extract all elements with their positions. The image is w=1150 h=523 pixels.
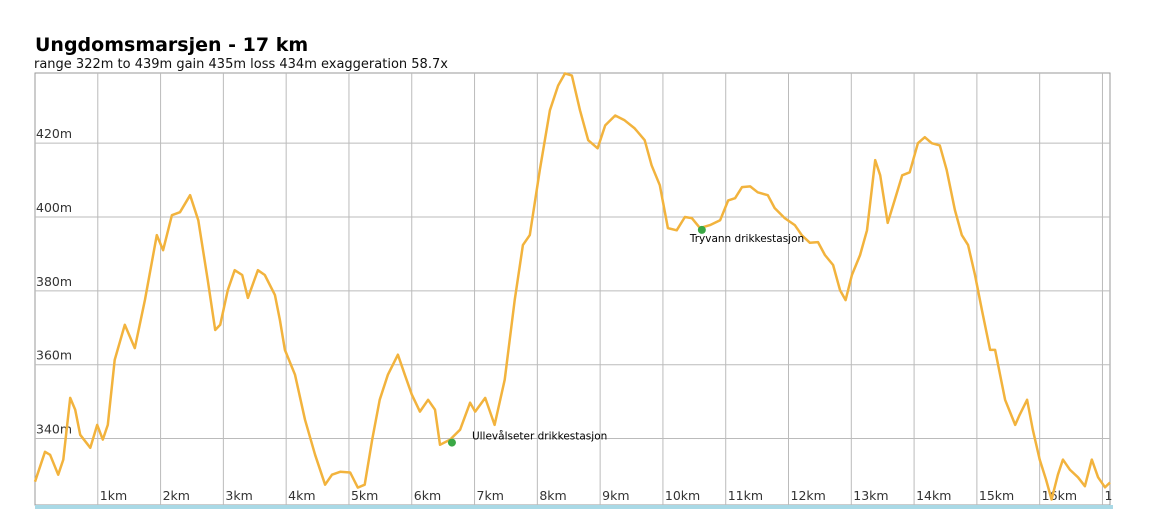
y-tick-label: 400m — [36, 200, 72, 215]
x-tick-label: 11km — [728, 488, 763, 503]
chart-title: Ungdomsmarsjen - 17 km — [35, 34, 308, 56]
elevation-line — [33, 72, 1111, 501]
waypoint-dot — [697, 225, 706, 234]
y-tick-label: 420m — [36, 126, 72, 141]
waypoint-label: Ullevålseter drikkestasjon — [472, 430, 607, 443]
x-tick-label: 8km — [539, 488, 566, 503]
x-tick-label: 12km — [791, 488, 826, 503]
chart-subtitle: range 322m to 439m gain 435m loss 434m e… — [34, 57, 448, 72]
x-tick-label: 1km — [100, 488, 127, 503]
y-tick-label: 380m — [36, 274, 72, 289]
x-tick-label: 14km — [916, 488, 951, 503]
x-tick-label: 1 — [1104, 488, 1112, 503]
x-tick-label: 3km — [225, 488, 252, 503]
x-tick-label: 10km — [665, 488, 700, 503]
x-tick-label: 5km — [351, 488, 378, 503]
x-tick-label: 4km — [288, 488, 315, 503]
waypoint-dot — [447, 438, 456, 447]
y-tick-label: 340m — [36, 422, 72, 437]
waypoint-label: Tryvann drikkestasjon — [689, 233, 804, 245]
x-tick-label: 2km — [163, 488, 190, 503]
y-tick-label: 360m — [36, 348, 72, 363]
x-tick-label: 16km — [1042, 488, 1077, 503]
x-tick-label: 15km — [979, 488, 1014, 503]
x-tick-label: 13km — [853, 488, 888, 503]
x-tick-label: 9km — [602, 488, 629, 503]
x-tick-label: 6km — [414, 488, 441, 503]
x-tick-label: 7km — [477, 488, 504, 503]
